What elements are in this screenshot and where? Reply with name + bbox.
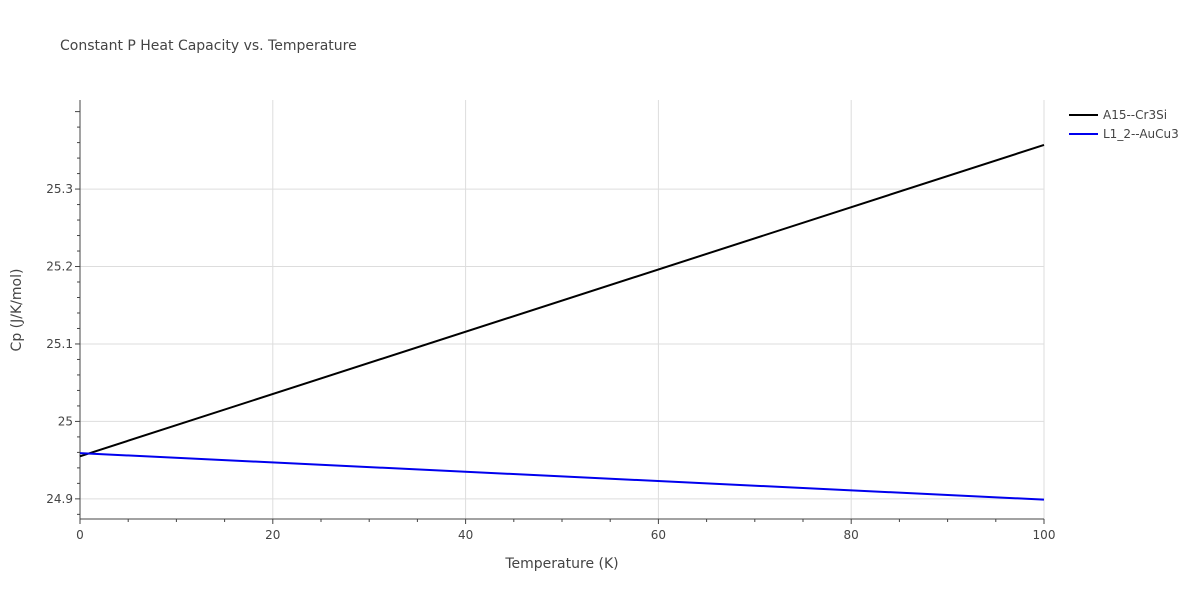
tick-labels: 0 20 40 60 80 100 24.9 25 25.1 25.2 25.3 — [46, 182, 1055, 542]
axes — [75, 100, 1045, 524]
x-tick-label: 100 — [1033, 528, 1056, 542]
y-axis-title: Cp (J/K/mol) — [9, 269, 25, 352]
x-tick-label: 60 — [651, 528, 666, 542]
legend: A15--Cr3Si L1_2--AuCu3 — [1069, 108, 1179, 141]
y-tick-label: 24.9 — [46, 492, 73, 506]
x-tick-label: 20 — [265, 528, 280, 542]
series-line-2 — [79, 452, 1045, 501]
x-tick-label: 0 — [76, 528, 84, 542]
chart-title: Constant P Heat Capacity vs. Temperature — [60, 38, 357, 54]
legend-label: A15--Cr3Si — [1103, 108, 1167, 122]
x-tick-label: 80 — [844, 528, 859, 542]
grid-lines — [80, 100, 1045, 519]
series-line-1 — [79, 143, 1045, 458]
x-axis-title: Temperature (K) — [504, 556, 618, 572]
x-tick-label: 40 — [458, 528, 473, 542]
plot-series — [79, 143, 1045, 501]
y-tick-label: 25.3 — [46, 182, 73, 196]
y-tick-label: 25.1 — [46, 337, 73, 351]
y-tick-label: 25.2 — [46, 260, 73, 274]
legend-label: L1_2--AuCu3 — [1103, 127, 1179, 141]
y-tick-label: 25 — [58, 414, 73, 428]
